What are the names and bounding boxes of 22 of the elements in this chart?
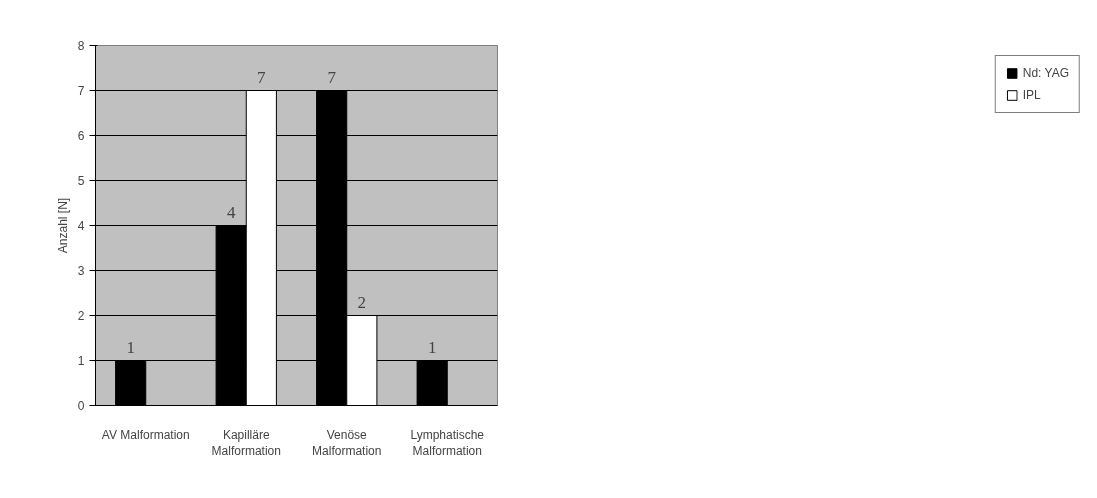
data-label: 7	[327, 67, 337, 87]
y-tick-label: 6	[77, 129, 85, 143]
y-tick-label: 7	[77, 84, 85, 98]
y-tick-label: 8	[77, 39, 85, 53]
data-label: 1	[126, 337, 135, 357]
x-tick-label: Venöse Malformation	[312, 427, 382, 459]
legend-label: Nd: YAG	[1022, 66, 1069, 80]
x-tick-label: Kapilläre Malformation	[211, 427, 281, 459]
y-tick-label: 2	[77, 309, 85, 323]
y-tick-label: 3	[77, 264, 85, 278]
y-tick-label: 0	[77, 399, 85, 413]
legend-label: IPL	[1022, 88, 1042, 102]
y-axis-title: Anzahl [N]	[55, 197, 70, 254]
data-label: 7	[257, 67, 267, 87]
y-tick-label: 4	[77, 219, 85, 233]
y-tick-label: 1	[77, 354, 85, 368]
data-label: 2	[357, 292, 367, 312]
data-label: 4	[226, 202, 236, 222]
y-tick-label: 5	[77, 174, 85, 188]
x-tick-label: Lymphatische Malformation	[410, 427, 485, 459]
x-tick-label: AV Malformation	[101, 427, 190, 442]
data-label: 1	[427, 337, 437, 357]
